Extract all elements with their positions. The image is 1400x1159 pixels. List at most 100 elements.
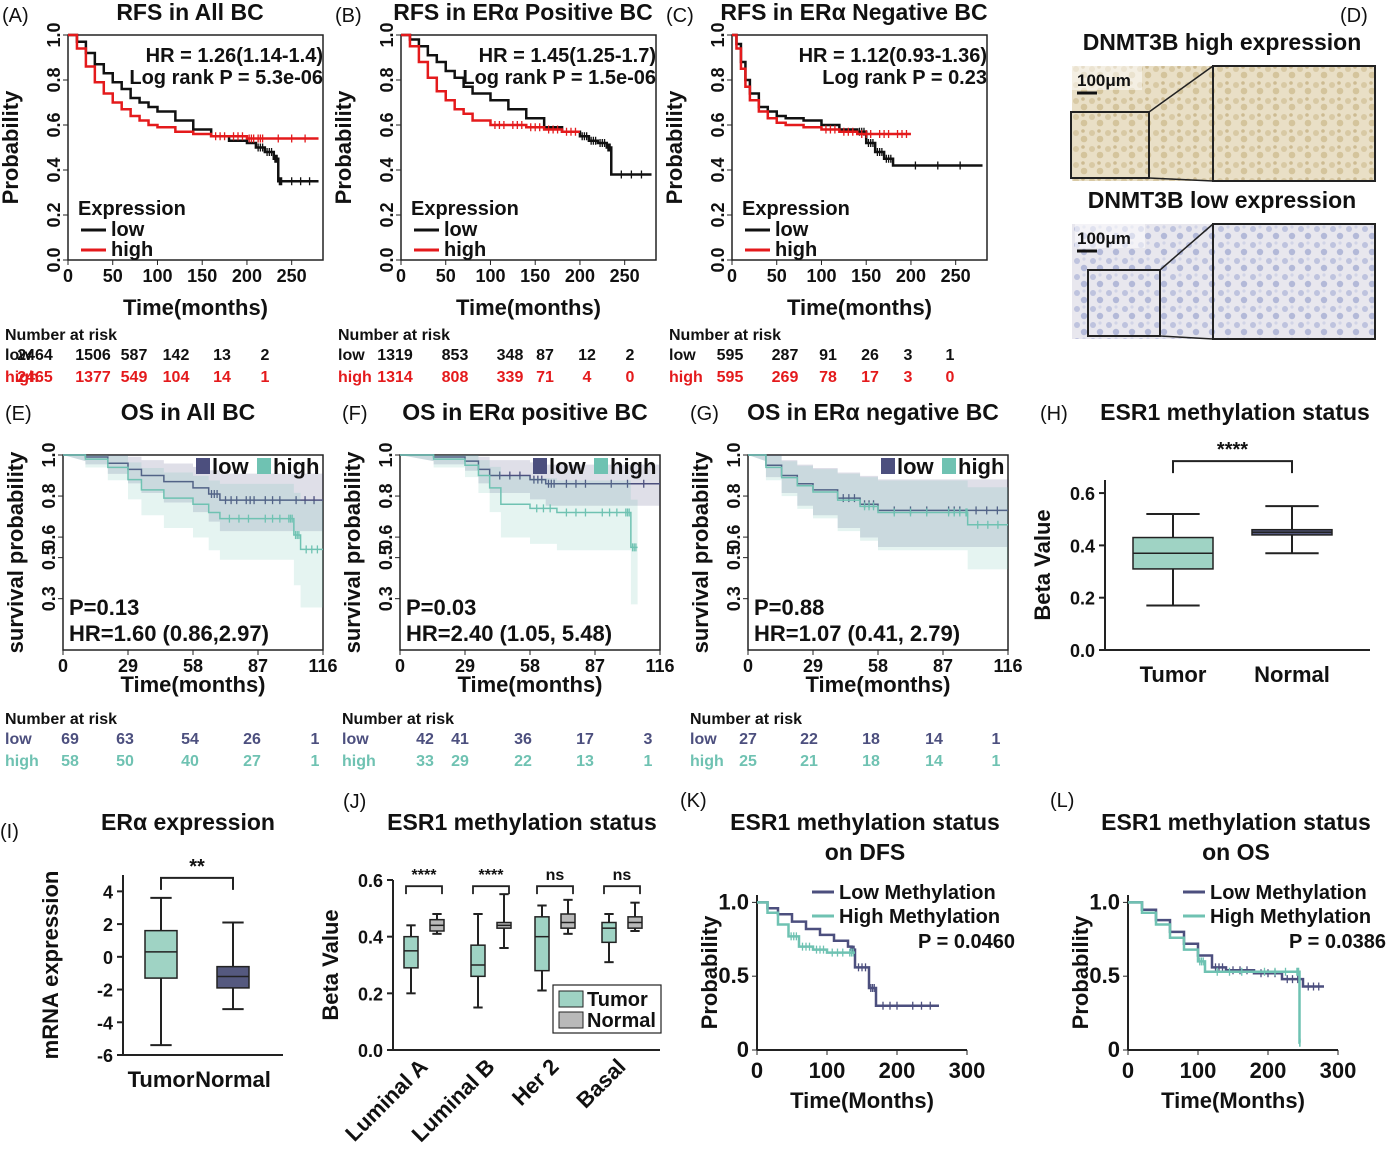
x-axis-label: Time(months) xyxy=(120,672,265,697)
y-axis-label: Beta Value xyxy=(1030,509,1055,620)
risk-value: 40 xyxy=(181,753,199,770)
panel-D: (D)DNMT3B high expression 100μm DNMT3B low… xyxy=(1070,5,1376,340)
y-axis-label: Beta Value xyxy=(318,909,343,1020)
panel-J: (J) ESR1 methylation status 0.0 0.2 0.4 0.6 Be… xyxy=(318,791,662,1147)
x-tick-label: 100 xyxy=(475,266,505,286)
x-tick-label: 50 xyxy=(103,266,123,286)
survival-curve xyxy=(400,454,638,549)
y-axis-label: Probability xyxy=(662,90,687,204)
legend-label: high xyxy=(958,454,1004,479)
risk-value: 18 xyxy=(862,753,880,770)
risk-row-name: low xyxy=(342,731,369,748)
y-tick-label: 0.8 xyxy=(724,484,744,509)
risk-value: 1314 xyxy=(377,369,413,386)
risk-value: 4 xyxy=(583,369,592,386)
tumor-box xyxy=(403,935,419,969)
legend-swatch xyxy=(533,458,547,474)
risk-value: 269 xyxy=(772,369,799,386)
plot-frame xyxy=(731,34,988,261)
tumor-box xyxy=(601,921,617,944)
x-tick-label: 87 xyxy=(585,656,605,676)
y-tick-label: 0.0 xyxy=(358,1041,383,1061)
risk-value: 1 xyxy=(311,753,320,770)
risk-row-name: low xyxy=(338,347,365,364)
significance-label: ns xyxy=(546,867,565,884)
y-axis-label: survival probability xyxy=(340,451,365,653)
x-tick-label: 0 xyxy=(395,656,405,676)
risk-value: 18 xyxy=(862,731,880,748)
tumor-box xyxy=(470,944,486,978)
plot-frame xyxy=(67,34,324,261)
x-category-label: Basal xyxy=(571,1054,630,1113)
zoom-connector xyxy=(1148,65,1214,113)
x-tick-label: 250 xyxy=(941,266,971,286)
annotation: HR = 1.45(1.25-1.7) xyxy=(479,45,656,67)
risk-row-name: low xyxy=(5,731,32,748)
risk-value: 287 xyxy=(772,347,799,364)
y-tick-label: 0.4 xyxy=(377,157,397,182)
annotation: HR=2.40 (1.05, 5.48) xyxy=(406,621,612,646)
scale-bar-bg xyxy=(1075,224,1145,248)
panel-B: (B) RFS in ERα Positive BC 0 50 100 150 200 250… xyxy=(331,0,657,386)
x-axis-label: Time(months) xyxy=(456,295,601,320)
x-tick-label: 0 xyxy=(396,266,406,286)
risk-value: 50 xyxy=(116,753,134,770)
y-tick-label: 0.5 xyxy=(39,545,59,570)
legend-label: high xyxy=(775,239,817,261)
risk-value: 104 xyxy=(163,369,190,386)
y-tick-label: 0.0 xyxy=(1070,641,1095,661)
x-axis-label: Time(Months) xyxy=(790,1088,934,1113)
panel-C: (C) RFS in ERα Negative BC 0 50 100 150 200 250… xyxy=(662,0,988,386)
y-tick-label: 0 xyxy=(1108,1037,1120,1062)
risk-value: 22 xyxy=(800,731,818,748)
risk-value: 36 xyxy=(514,731,532,748)
panel-title: ESR1 methylation status xyxy=(1101,809,1371,835)
x-tick-label: 200 xyxy=(232,266,262,286)
risk-row-name: high xyxy=(5,369,39,386)
legend-label: Normal xyxy=(587,1010,656,1032)
y-axis-label: Probability xyxy=(1068,915,1093,1029)
legend-label: low xyxy=(111,219,145,241)
y-tick-label: 0.6 xyxy=(377,112,397,137)
legend-label: Low Methylation xyxy=(839,882,996,904)
x-axis-label: Time(months) xyxy=(805,672,950,697)
panel-I: (I) ERα expression -6 -4 -2 0 2 4 mRNA expressio… xyxy=(0,809,283,1092)
legend-label: Tumor xyxy=(587,989,648,1011)
panel-label: (D) xyxy=(1340,5,1368,27)
panel-label: (F) xyxy=(342,403,368,425)
y-tick-label: 0.8 xyxy=(44,67,64,92)
y-tick-label: 0.3 xyxy=(724,586,744,611)
annotation: P=0.13 xyxy=(69,595,139,620)
risk-value: 2464 xyxy=(17,347,53,364)
x-tick-label: 0 xyxy=(1122,1058,1134,1083)
x-category-label: Tumor xyxy=(128,1067,195,1092)
legend-label: low xyxy=(549,454,587,479)
legend-swatch xyxy=(257,458,271,474)
panel-label: (J) xyxy=(343,791,366,813)
panel-title: OS in All BC xyxy=(121,399,256,425)
legend-label: high xyxy=(610,454,656,479)
y-tick-label: 0.3 xyxy=(39,586,59,611)
panel-K: (K) ESR1 methylation status on DFS 0 100 200 3… xyxy=(680,790,1015,1113)
risk-value: 1 xyxy=(261,369,270,386)
panel-title: DNMT3B high expression xyxy=(1083,29,1362,55)
risk-value: 1319 xyxy=(377,347,413,364)
risk-value: 21 xyxy=(800,753,818,770)
risk-value: 69 xyxy=(61,731,79,748)
y-tick-label: 1.0 xyxy=(1089,889,1120,914)
y-tick-label: 0.6 xyxy=(358,871,383,891)
risk-value: 26 xyxy=(243,731,261,748)
risk-value: 17 xyxy=(576,731,594,748)
x-tick-label: 0 xyxy=(63,266,73,286)
survival-curve xyxy=(748,454,1008,526)
scale-bar-label: 100μm xyxy=(1077,229,1131,248)
y-tick-label: 1.0 xyxy=(39,442,59,467)
x-axis-label: Time(months) xyxy=(457,672,602,697)
x-tick-label: 100 xyxy=(142,266,172,286)
survival-curve xyxy=(68,33,319,140)
y-tick-label: 0.2 xyxy=(708,202,728,227)
y-tick-label: 0.5 xyxy=(718,963,749,988)
x-tick-label: 100 xyxy=(809,1058,846,1083)
normal-box xyxy=(560,913,576,929)
